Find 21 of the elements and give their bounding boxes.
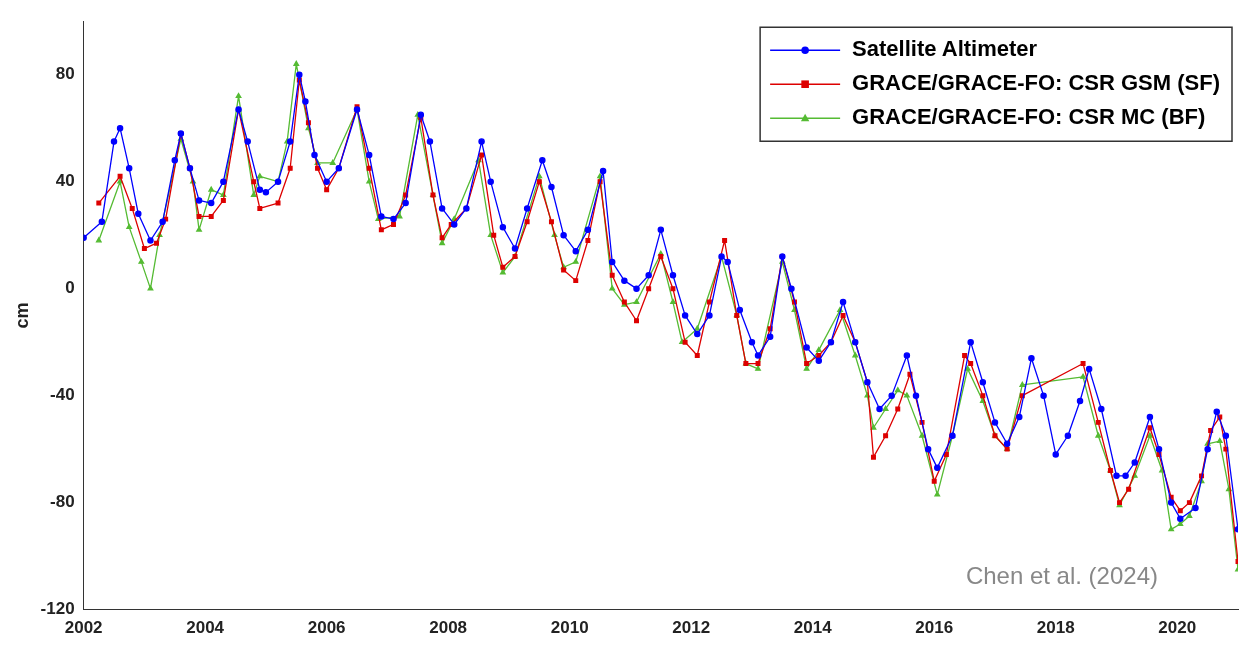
y-tick-label: -80 — [50, 492, 75, 512]
y-tick-label: 80 — [55, 64, 75, 84]
x-tick-label: 2004 — [186, 618, 225, 638]
x-tick-label: 2008 — [429, 618, 468, 638]
x-tick-label: 2012 — [672, 618, 711, 638]
x-tick-label: 2002 — [64, 618, 103, 638]
y-tick-label: 40 — [55, 171, 75, 191]
x-tick-label: 2010 — [550, 618, 589, 638]
y-tick-label: 0 — [65, 278, 75, 298]
y-tick-label: -40 — [50, 385, 75, 405]
y-tick-label: -120 — [40, 599, 75, 619]
x-tick-label: 2020 — [1158, 618, 1197, 638]
legend-label: GRACE/GRACE-FO: CSR MC (BF) — [852, 104, 1206, 130]
x-tick-label: 2014 — [793, 618, 833, 638]
x-tick-label: 2018 — [1036, 618, 1075, 638]
x-tick-label: 2016 — [915, 618, 954, 638]
x-tick-label: 2006 — [307, 618, 346, 638]
y-axis-title: cm — [11, 302, 32, 329]
legend-label: GRACE/GRACE-FO: CSR GSM (SF) — [852, 70, 1221, 96]
annotation: Chen et al. (2024) — [965, 562, 1158, 590]
legend-label: Satellite Altimeter — [852, 36, 1038, 62]
